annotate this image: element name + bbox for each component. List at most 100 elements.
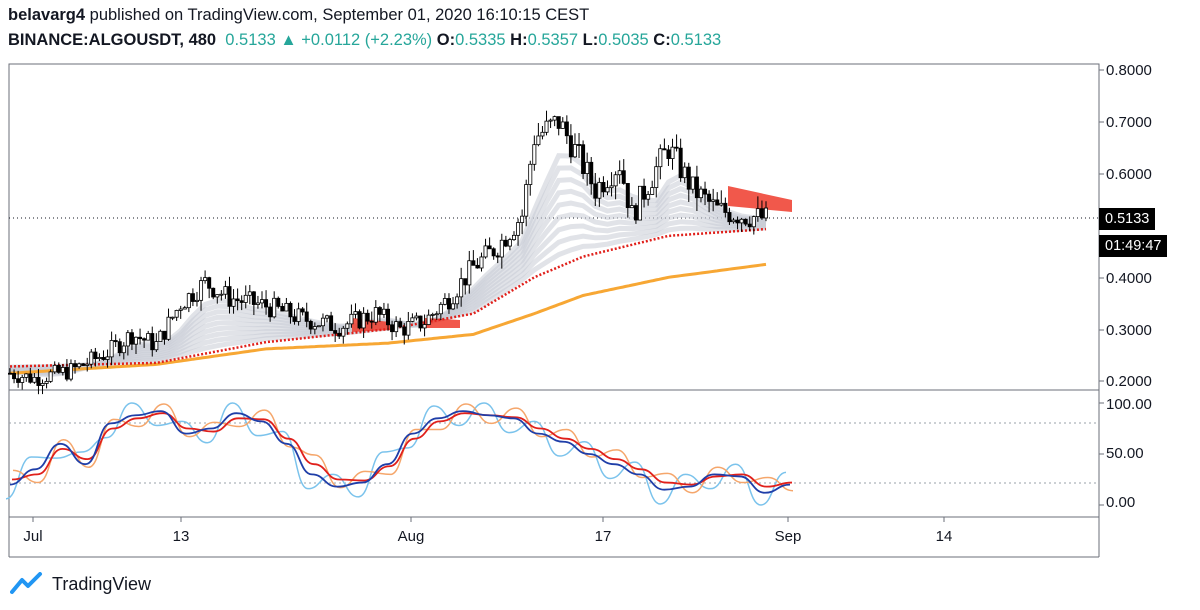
- candle[interactable]: [654, 156, 659, 198]
- candle[interactable]: [536, 123, 541, 147]
- candle[interactable]: [398, 317, 403, 328]
- candle[interactable]: [544, 110, 549, 136]
- candle[interactable]: [520, 209, 525, 235]
- candle[interactable]: [73, 360, 78, 374]
- candle[interactable]: [373, 300, 378, 326]
- candle[interactable]: [743, 218, 748, 227]
- candle[interactable]: [678, 138, 683, 182]
- candle[interactable]: [138, 328, 143, 345]
- candle[interactable]: [479, 252, 484, 272]
- candle[interactable]: [682, 162, 687, 184]
- candle[interactable]: [381, 302, 386, 318]
- candle[interactable]: [605, 180, 610, 196]
- candle[interactable]: [747, 216, 752, 232]
- candle[interactable]: [735, 216, 740, 230]
- candle[interactable]: [345, 321, 350, 335]
- candle[interactable]: [203, 270, 208, 284]
- candle[interactable]: [215, 294, 220, 304]
- candle[interactable]: [698, 186, 703, 203]
- candle[interactable]: [77, 362, 82, 369]
- candle[interactable]: [707, 190, 712, 213]
- candle[interactable]: [524, 179, 529, 227]
- candle[interactable]: [483, 238, 488, 259]
- candle[interactable]: [426, 309, 431, 326]
- candle[interactable]: [320, 313, 325, 332]
- candle[interactable]: [154, 333, 159, 352]
- candle[interactable]: [125, 330, 130, 356]
- candlestick-series[interactable]: [7, 110, 769, 395]
- candle[interactable]: [402, 323, 407, 345]
- symbol-label[interactable]: BINANCE:ALGOUSDT, 480: [8, 31, 217, 49]
- candle[interactable]: [186, 292, 191, 313]
- candle[interactable]: [284, 297, 289, 312]
- candle[interactable]: [609, 172, 614, 197]
- candle[interactable]: [272, 291, 277, 319]
- candle[interactable]: [40, 379, 45, 395]
- candle[interactable]: [613, 171, 618, 200]
- candle[interactable]: [646, 191, 651, 206]
- candle[interactable]: [621, 159, 626, 185]
- candle[interactable]: [625, 183, 630, 218]
- candle[interactable]: [158, 329, 163, 343]
- candle[interactable]: [650, 180, 655, 195]
- candle[interactable]: [560, 117, 565, 129]
- candle[interactable]: [739, 217, 744, 232]
- candle[interactable]: [548, 118, 553, 129]
- candle[interactable]: [223, 280, 228, 299]
- candle[interactable]: [446, 293, 451, 314]
- candle[interactable]: [503, 235, 508, 248]
- candle[interactable]: [572, 133, 577, 159]
- candle[interactable]: [597, 177, 602, 207]
- candle[interactable]: [357, 309, 362, 330]
- candle[interactable]: [459, 267, 464, 307]
- candle[interactable]: [385, 303, 390, 331]
- candle[interactable]: [719, 190, 724, 207]
- candle[interactable]: [564, 115, 569, 144]
- candle[interactable]: [264, 290, 269, 315]
- candle[interactable]: [390, 320, 395, 341]
- candle[interactable]: [491, 247, 496, 260]
- candle[interactable]: [731, 217, 736, 224]
- candle[interactable]: [410, 313, 415, 323]
- candle[interactable]: [633, 203, 638, 224]
- candle[interactable]: [28, 367, 33, 384]
- candle[interactable]: [585, 152, 590, 186]
- candle[interactable]: [414, 312, 419, 321]
- candle[interactable]: [268, 303, 273, 322]
- candle[interactable]: [369, 311, 374, 329]
- candle[interactable]: [528, 160, 533, 196]
- candle[interactable]: [495, 252, 500, 264]
- candle[interactable]: [150, 326, 155, 357]
- candle[interactable]: [44, 377, 49, 389]
- candle[interactable]: [121, 342, 126, 360]
- candle[interactable]: [170, 316, 175, 321]
- candle[interactable]: [211, 287, 216, 300]
- candle[interactable]: [438, 302, 443, 321]
- candle[interactable]: [89, 349, 94, 369]
- candle[interactable]: [617, 160, 622, 184]
- candle[interactable]: [20, 374, 25, 390]
- candle[interactable]: [670, 138, 675, 170]
- candle[interactable]: [333, 323, 338, 342]
- candle[interactable]: [247, 284, 252, 305]
- candle[interactable]: [312, 322, 317, 335]
- candle[interactable]: [325, 314, 330, 323]
- brand[interactable]: TradingView: [10, 572, 151, 596]
- candle[interactable]: [723, 197, 728, 218]
- candle[interactable]: [296, 302, 301, 326]
- candle[interactable]: [467, 250, 472, 294]
- candle[interactable]: [764, 201, 769, 222]
- candle[interactable]: [455, 293, 460, 309]
- candle[interactable]: [642, 178, 647, 208]
- candle[interactable]: [540, 126, 545, 140]
- candle[interactable]: [694, 165, 699, 211]
- candle[interactable]: [162, 330, 167, 345]
- candle[interactable]: [231, 289, 236, 314]
- candle[interactable]: [129, 329, 134, 351]
- candle[interactable]: [638, 185, 643, 221]
- candle[interactable]: [255, 295, 260, 309]
- candle[interactable]: [581, 140, 586, 180]
- candle[interactable]: [552, 115, 557, 127]
- candle[interactable]: [16, 370, 21, 388]
- candle[interactable]: [451, 296, 456, 311]
